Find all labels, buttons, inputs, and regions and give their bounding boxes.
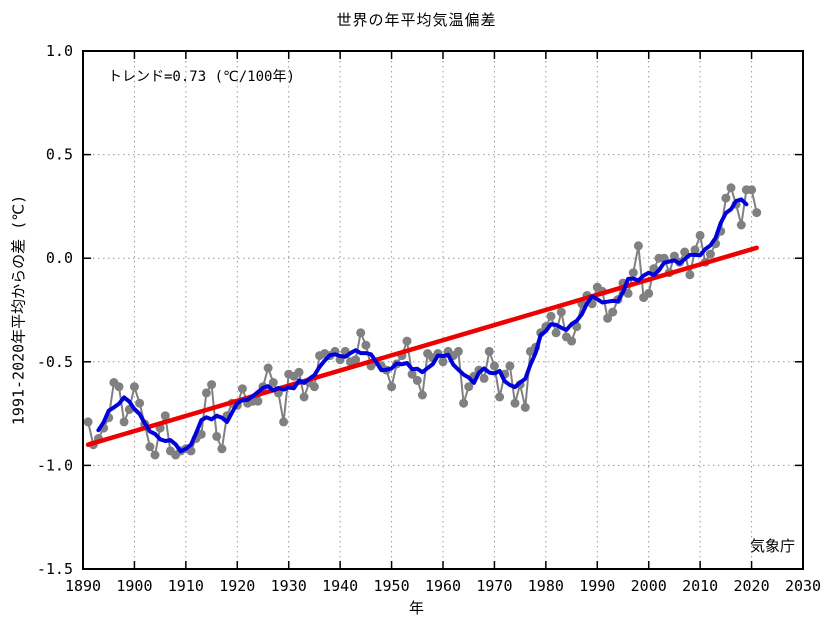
five-year-mean-line xyxy=(96,197,749,454)
plot-border-rect xyxy=(82,50,804,570)
data-point-1955 xyxy=(412,375,422,385)
data-point-1976 xyxy=(520,402,530,412)
trend-line xyxy=(85,245,759,447)
data-point-1996 xyxy=(623,288,633,298)
data-point-1954 xyxy=(407,369,417,379)
data-point-1981 xyxy=(546,311,556,321)
data-point-1997 xyxy=(628,268,638,278)
data-point-1944 xyxy=(356,328,366,338)
data-point-2016 xyxy=(726,183,736,193)
data-point-1971 xyxy=(495,392,505,402)
data-point-1992 xyxy=(603,313,613,323)
data-point-1964 xyxy=(459,398,469,408)
data-point-1965 xyxy=(464,382,474,392)
data-point-1950 xyxy=(387,382,397,392)
x-axis-title: 年 xyxy=(408,599,424,617)
data-point-1924 xyxy=(253,396,263,406)
data-point-1969 xyxy=(484,346,494,356)
data-point-1915 xyxy=(207,380,217,390)
y-tick-label--1: -1.0 xyxy=(37,456,73,474)
trend-annotation: トレンド=0.73 (℃/100年) xyxy=(108,69,295,85)
data-point-2012 xyxy=(705,249,715,259)
data-point-2000 xyxy=(644,288,654,298)
x-tick-label-2000: 2000 xyxy=(631,577,667,595)
data-point-1933 xyxy=(299,392,309,402)
linear-trend-line xyxy=(85,245,759,447)
data-point-1904 xyxy=(150,450,160,460)
source-label: 気象庁 xyxy=(749,537,795,555)
data-point-1913 xyxy=(196,429,206,439)
data-point-1993 xyxy=(608,307,618,317)
y-axis-title: 1991-2020年平均からの差 (℃) xyxy=(9,194,28,426)
data-point-1916 xyxy=(212,431,222,441)
y-tick-label-0: 0.0 xyxy=(46,249,73,267)
data-point-1935 xyxy=(309,382,319,392)
data-point-2007 xyxy=(680,247,690,257)
data-point-2018 xyxy=(736,220,746,230)
y-tick-labels: 1.0 0.5 0.0 -0.5 -1.0 -1.5 xyxy=(37,42,73,578)
x-tick-label-1890: 1890 xyxy=(65,577,101,595)
x-tick-label-1940: 1940 xyxy=(322,577,358,595)
data-point-1960 xyxy=(438,357,448,367)
plot-border xyxy=(82,50,804,570)
data-point-1897 xyxy=(114,382,124,392)
data-point-1998 xyxy=(633,241,643,251)
x-tick-label-1970: 1970 xyxy=(476,577,512,595)
data-point-1900 xyxy=(129,382,139,392)
data-point-1914 xyxy=(201,388,211,398)
data-point-1921 xyxy=(237,384,247,394)
x-tick-label-1960: 1960 xyxy=(425,577,461,595)
data-point-1968 xyxy=(479,373,489,383)
data-point-1963 xyxy=(453,346,463,356)
data-point-1953 xyxy=(402,336,412,346)
data-point-1917 xyxy=(217,444,227,454)
data-point-1906 xyxy=(160,411,170,421)
y-tick-label--0.5: -0.5 xyxy=(37,353,73,371)
data-point-2020 xyxy=(747,185,757,195)
data-point-2010 xyxy=(695,230,705,240)
data-point-2015 xyxy=(721,193,731,203)
data-point-1982 xyxy=(551,328,561,338)
data-point-2021 xyxy=(752,208,762,218)
x-tick-label-1910: 1910 xyxy=(168,577,204,595)
x-tick-label-1900: 1900 xyxy=(116,577,152,595)
x-tick-label-1980: 1980 xyxy=(528,577,564,595)
x-tick-label-2010: 2010 xyxy=(682,577,718,595)
y-tick-label--1.5: -1.5 xyxy=(37,560,73,578)
data-point-2009 xyxy=(690,245,700,255)
x-tick-label-1930: 1930 xyxy=(271,577,307,595)
x-tick-label-2030: 2030 xyxy=(785,577,821,595)
chart-title: 世界の年平均気温偏差 xyxy=(336,11,497,29)
data-point-1970 xyxy=(489,361,499,371)
data-point-1929 xyxy=(279,417,289,427)
x-tick-label-1990: 1990 xyxy=(579,577,615,595)
data-point-1903 xyxy=(145,442,155,452)
x-tick-label-1950: 1950 xyxy=(374,577,410,595)
y-tick-label-1: 1.0 xyxy=(46,42,73,60)
five-year-mean-path xyxy=(96,197,749,454)
data-point-1927 xyxy=(268,378,278,387)
data-point-1973 xyxy=(505,361,515,371)
plot-grid xyxy=(83,51,803,569)
data-point-1956 xyxy=(417,390,427,400)
data-point-1985 xyxy=(567,336,577,346)
data-point-2005 xyxy=(669,251,679,261)
data-point-1932 xyxy=(294,367,304,377)
x-tick-label-1920: 1920 xyxy=(219,577,255,595)
data-point-1891 xyxy=(83,417,93,427)
data-point-1898 xyxy=(119,417,129,427)
data-point-1945 xyxy=(361,340,371,350)
data-point-1901 xyxy=(135,398,145,408)
y-tick-label-0.5: 0.5 xyxy=(46,146,73,164)
data-point-1943 xyxy=(351,355,361,365)
data-point-1926 xyxy=(263,363,273,373)
data-point-1983 xyxy=(556,307,566,317)
data-point-2008 xyxy=(685,270,695,280)
x-tick-labels: 1890 1900 1910 1920 1930 1940 1950 1960 1970 1980… xyxy=(65,577,821,595)
x-tick-label-2020: 2020 xyxy=(734,577,770,595)
data-point-1974 xyxy=(510,398,520,408)
